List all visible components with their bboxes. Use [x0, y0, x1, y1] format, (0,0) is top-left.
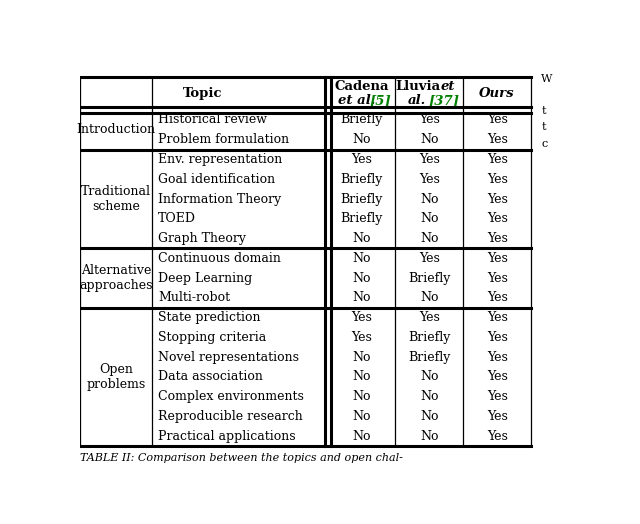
Text: Briefly: Briefly — [340, 114, 383, 126]
Text: Briefly: Briefly — [408, 271, 451, 285]
Text: Ours: Ours — [479, 87, 515, 100]
Text: Traditional
scheme: Traditional scheme — [81, 185, 151, 213]
Text: c: c — [541, 138, 548, 149]
Text: Yes: Yes — [486, 291, 508, 304]
Text: Yes: Yes — [486, 370, 508, 384]
Text: Deep Learning: Deep Learning — [158, 271, 252, 285]
Text: Yes: Yes — [351, 311, 372, 324]
Text: t: t — [541, 123, 546, 133]
Text: t: t — [541, 106, 546, 116]
Text: No: No — [353, 390, 371, 403]
Text: No: No — [420, 370, 438, 384]
Text: Yes: Yes — [419, 173, 440, 186]
Text: Yes: Yes — [419, 153, 440, 166]
Text: Topic: Topic — [183, 87, 222, 100]
Text: No: No — [420, 390, 438, 403]
Text: No: No — [353, 232, 371, 245]
Text: No: No — [353, 291, 371, 304]
Text: No: No — [353, 271, 371, 285]
Text: No: No — [420, 212, 438, 225]
Text: No: No — [353, 133, 371, 146]
Text: Yes: Yes — [486, 410, 508, 423]
Text: Continuous domain: Continuous domain — [158, 252, 281, 265]
Text: TOED: TOED — [158, 212, 196, 225]
Text: Briefly: Briefly — [340, 212, 383, 225]
Text: Graph Theory: Graph Theory — [158, 232, 246, 245]
Text: No: No — [353, 252, 371, 265]
Text: Problem formulation: Problem formulation — [158, 133, 289, 146]
Text: No: No — [353, 370, 371, 384]
Text: Yes: Yes — [419, 252, 440, 265]
Text: [37]: [37] — [429, 94, 460, 107]
Text: Briefly: Briefly — [408, 351, 451, 364]
Text: No: No — [353, 410, 371, 423]
Text: Multi-robot: Multi-robot — [158, 291, 230, 304]
Text: Yes: Yes — [419, 311, 440, 324]
Text: W: W — [541, 74, 553, 84]
Text: Yes: Yes — [486, 232, 508, 245]
Text: al.: al. — [408, 94, 426, 107]
Text: Yes: Yes — [351, 331, 372, 344]
Text: Yes: Yes — [486, 311, 508, 324]
Text: Reproducible research: Reproducible research — [158, 410, 303, 423]
Text: Yes: Yes — [486, 212, 508, 225]
Text: State prediction: State prediction — [158, 311, 260, 324]
Text: No: No — [353, 430, 371, 443]
Text: Yes: Yes — [486, 192, 508, 205]
Text: No: No — [353, 351, 371, 364]
Text: Lluvia: Lluvia — [396, 80, 441, 93]
Text: Novel representations: Novel representations — [158, 351, 299, 364]
Text: Yes: Yes — [486, 331, 508, 344]
Text: Open
problems: Open problems — [86, 363, 145, 391]
Text: Yes: Yes — [486, 133, 508, 146]
Text: No: No — [420, 232, 438, 245]
Text: Yes: Yes — [486, 173, 508, 186]
Text: Goal identification: Goal identification — [158, 173, 275, 186]
Text: [5]: [5] — [370, 94, 392, 107]
Text: Alternative
approaches: Alternative approaches — [79, 264, 153, 292]
Text: No: No — [420, 430, 438, 443]
Text: No: No — [420, 291, 438, 304]
Text: Stopping criteria: Stopping criteria — [158, 331, 266, 344]
Text: et: et — [441, 80, 455, 93]
Text: No: No — [420, 192, 438, 205]
Text: No: No — [420, 410, 438, 423]
Text: Complex environments: Complex environments — [158, 390, 304, 403]
Text: Yes: Yes — [486, 252, 508, 265]
Text: Yes: Yes — [486, 271, 508, 285]
Text: Yes: Yes — [486, 390, 508, 403]
Text: Briefly: Briefly — [340, 192, 383, 205]
Text: et al.: et al. — [338, 94, 376, 107]
Text: Yes: Yes — [486, 351, 508, 364]
Text: No: No — [420, 133, 438, 146]
Text: Yes: Yes — [419, 114, 440, 126]
Text: Briefly: Briefly — [340, 173, 383, 186]
Text: Yes: Yes — [351, 153, 372, 166]
Text: Env. representation: Env. representation — [158, 153, 282, 166]
Text: Cadena: Cadena — [335, 80, 389, 93]
Text: Briefly: Briefly — [408, 331, 451, 344]
Text: TABLE II: Comparison between the topics and open chal-: TABLE II: Comparison between the topics … — [80, 453, 403, 463]
Text: Practical applications: Practical applications — [158, 430, 296, 443]
Text: Introduction: Introduction — [76, 123, 156, 136]
Text: Historical review: Historical review — [158, 114, 267, 126]
Text: Yes: Yes — [486, 114, 508, 126]
Text: Yes: Yes — [486, 153, 508, 166]
Text: Information Theory: Information Theory — [158, 192, 281, 205]
Text: Yes: Yes — [486, 430, 508, 443]
Text: Data association: Data association — [158, 370, 263, 384]
